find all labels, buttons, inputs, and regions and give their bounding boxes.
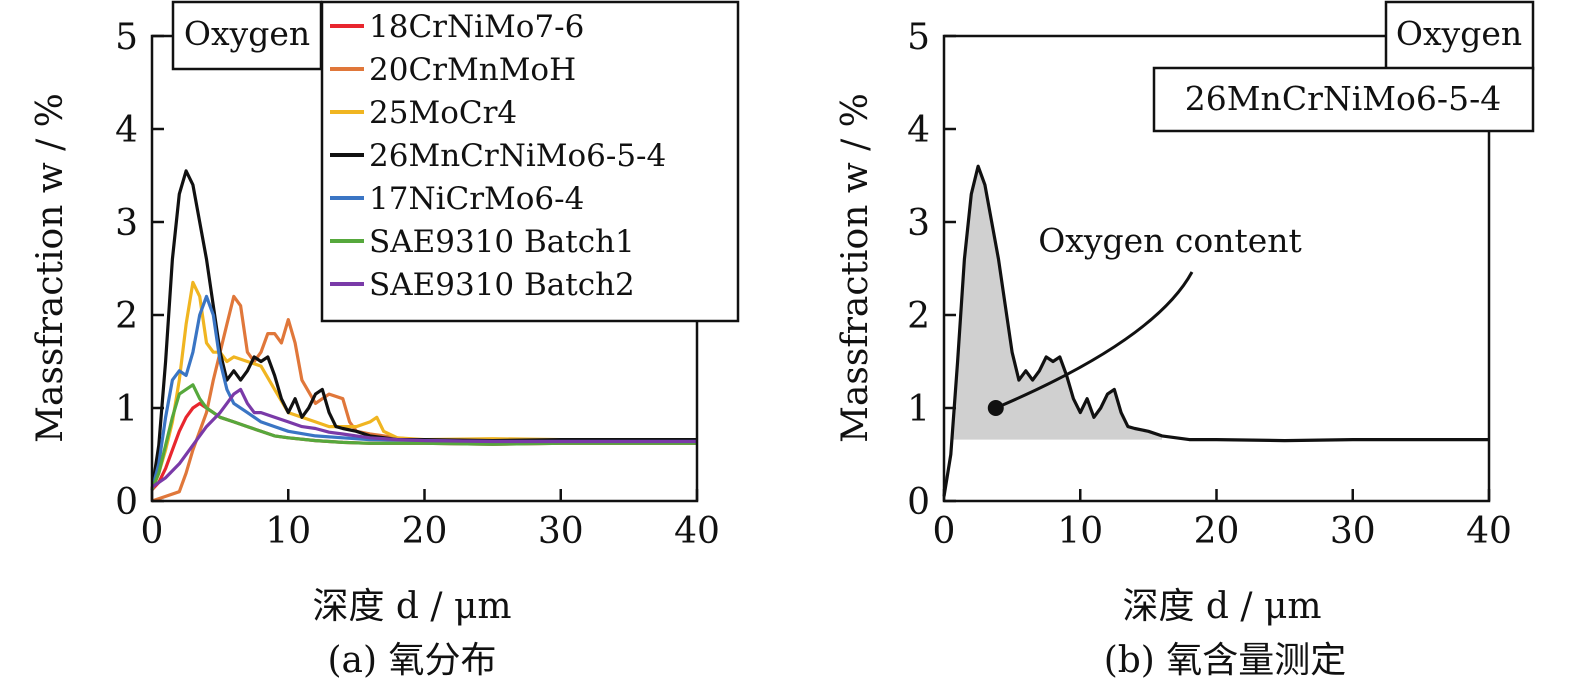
panel-b-annotation-leader	[995, 271, 1194, 410]
panel-b-title: Oxygen	[1396, 14, 1522, 53]
panel-a-title: Oxygen	[184, 14, 310, 53]
panel-b-xtick-label: 20	[1194, 511, 1240, 552]
panel-a-ytick-label: 0	[115, 482, 138, 523]
panel-b-ytick-label: 2	[907, 296, 930, 337]
panel-b-annotation-text: Oxygen content	[1038, 221, 1302, 260]
panel-a-line-3	[150, 169, 697, 491]
panel-a-title-box: Oxygen	[171, 0, 323, 71]
panel-b-annotation-dot	[987, 400, 1004, 416]
panel-a-series	[150, 169, 698, 503]
panel-b-series	[942, 164, 1489, 497]
panel-a-ylabel: Massfraction w / %	[30, 93, 71, 443]
panel-b-xtick-label: 30	[1330, 511, 1376, 552]
panel-a-xlabel: 深度 d / μm	[312, 586, 511, 627]
panel-b-xtick-label: 40	[1466, 511, 1512, 552]
panel-a-legend: 18CrNiMo7-6 20CrMnMoH 25MoCr4 26MnCrNiMo6-5…	[320, 0, 740, 323]
panel-a-xtick-label: 40	[674, 511, 720, 552]
legend-label: 25MoCr4	[369, 95, 517, 131]
panel-a-xtick-label: 20	[402, 511, 448, 552]
panel-a-ytick-label: 3	[115, 203, 138, 244]
panel-a-caption: (a) 氧分布	[328, 640, 497, 681]
panel-b-ylabel: Massfraction w / %	[835, 93, 876, 443]
panel-b-xlabel: 深度 d / μm	[1122, 586, 1321, 627]
panel-b-ytick-label: 3	[907, 203, 930, 244]
panel-b-ytick-label: 4	[907, 110, 930, 151]
panel-b-oxygen-area	[944, 166, 1162, 440]
panel-a-ytick-label: 4	[115, 110, 138, 151]
panel-b-xtick-label: 10	[1057, 511, 1103, 552]
panel-a-xtick-label: 0	[141, 511, 164, 552]
panel-a-line-5	[150, 383, 697, 491]
panel-a-ytick-label: 2	[115, 296, 138, 337]
panel-a-line-0	[150, 401, 697, 491]
legend-label: SAE9310 Batch2	[369, 267, 635, 303]
panel-b-ytick-label: 0	[907, 482, 930, 523]
panel-b-material: 26MnCrNiMo6-5-4	[1185, 79, 1501, 118]
panel-b-material-box: 26MnCrNiMo6-5-4	[1152, 66, 1535, 133]
panel-a-ytick-label: 5	[115, 17, 138, 58]
panel-b-line-0	[942, 164, 1489, 497]
legend-frame	[320, 0, 740, 323]
panel-a-ticks: 0 10 20 30 40 0 1 2 3 4 5	[115, 17, 720, 552]
panel-b-ytick-label: 5	[907, 17, 930, 58]
panel-a-xtick-label: 30	[538, 511, 584, 552]
panel-b-ytick-label: 1	[907, 389, 930, 430]
legend-label: 26MnCrNiMo6-5-4	[369, 138, 666, 174]
panel-b: 0 10 20 30 40 0 1 2 3 4 5 Oxygen 26MnCrNiMo6-5-4 O…	[835, 0, 1535, 681]
panel-a-xtick-label: 10	[265, 511, 311, 552]
panel-a-line-2	[150, 280, 697, 491]
legend-label: 17NiCrMo6-4	[369, 181, 584, 217]
panel-b-xtick-label: 0	[933, 511, 956, 552]
legend-label: 18CrNiMo7-6	[369, 9, 584, 45]
legend-label: 20CrMnMoH	[369, 52, 576, 88]
panel-a-ytick-label: 1	[115, 389, 138, 430]
panel-b-caption: (b) 氧含量测定	[1104, 640, 1347, 681]
panel-a-line-6	[151, 387, 697, 489]
panel-a-line-1	[151, 294, 698, 503]
panel-a: 0 10 20 30 40 0 1 2 3 4 5 Oxygen 18CrNiMo7-6 20CrMn…	[30, 0, 740, 681]
panel-b-ticks: 0 10 20 30 40 0 1 2 3 4 5	[907, 17, 1512, 552]
panel-b-title-box: Oxygen	[1384, 0, 1535, 71]
legend-label: SAE9310 Batch1	[369, 224, 635, 260]
